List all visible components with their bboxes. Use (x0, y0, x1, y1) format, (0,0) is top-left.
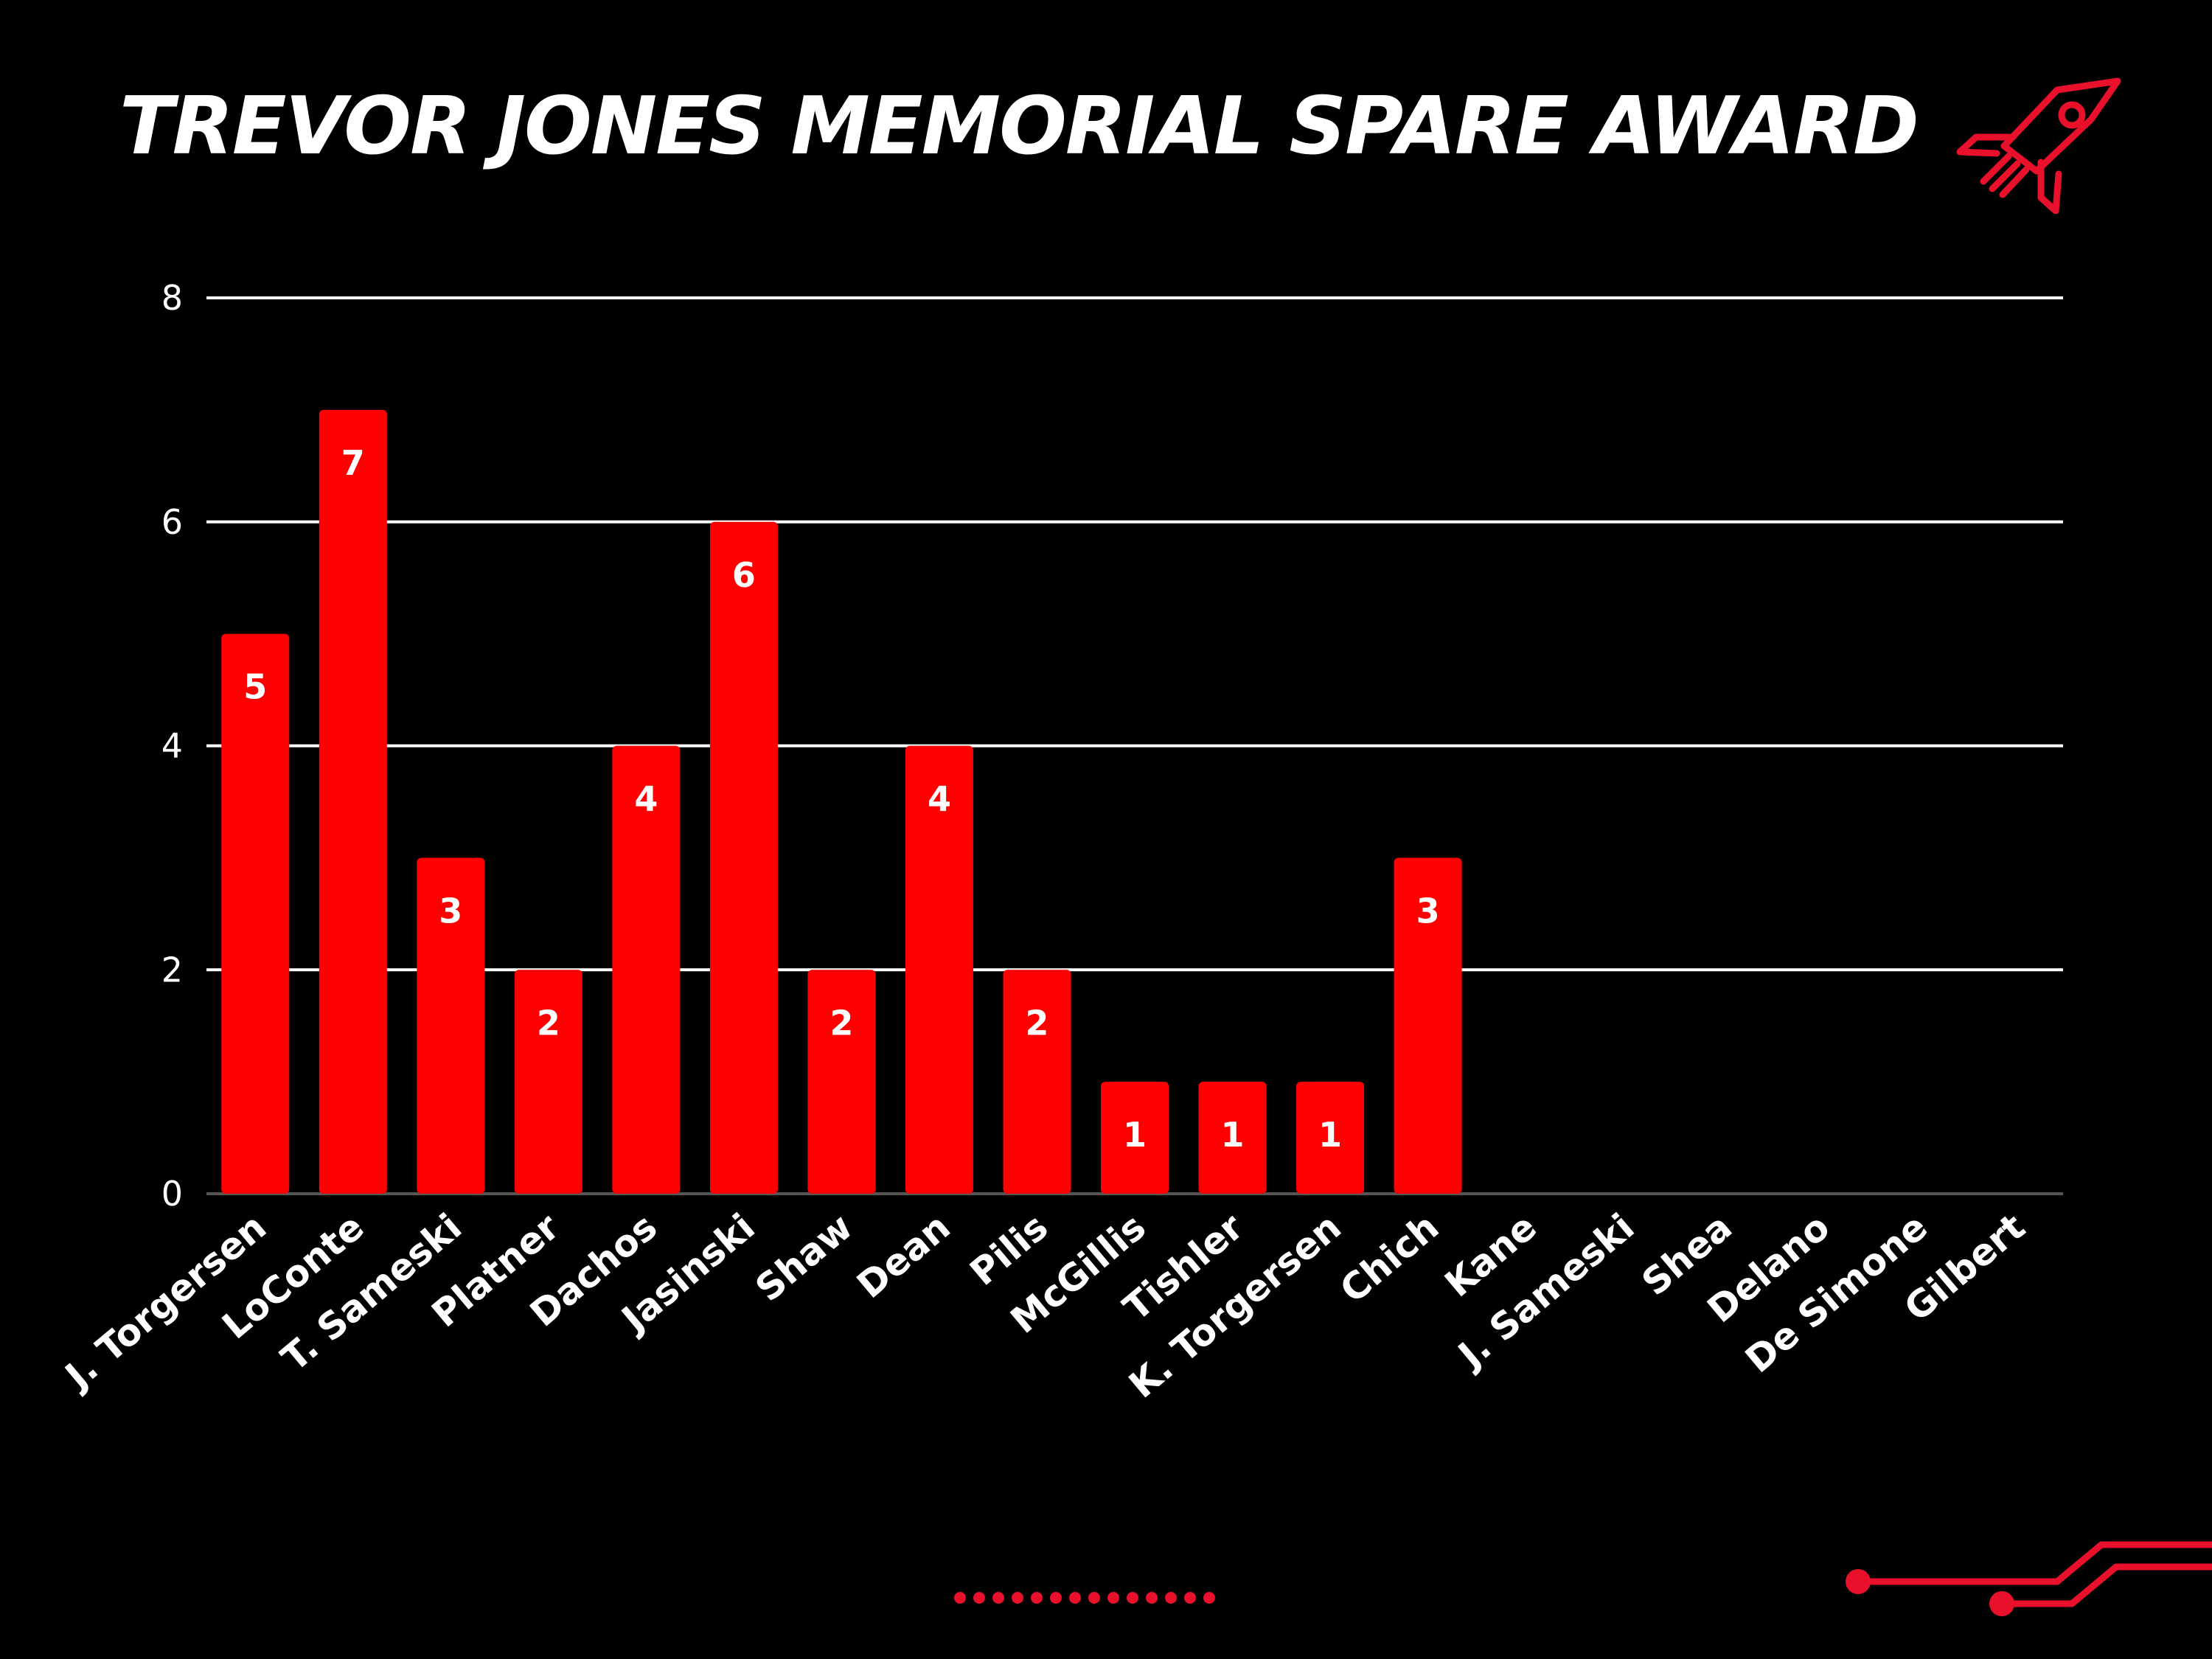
bar (1198, 1082, 1267, 1194)
data-label: 1 (1318, 1115, 1342, 1155)
y-tick-label: 0 (161, 1174, 183, 1214)
bar (221, 633, 290, 1194)
x-tick-label: Dean (849, 1206, 958, 1307)
bar (1003, 970, 1071, 1194)
bar (807, 970, 876, 1194)
x-tick-label: Chich (1332, 1206, 1447, 1312)
bars (221, 409, 1462, 1194)
y-tick-label: 4 (161, 726, 183, 766)
bar (319, 409, 387, 1194)
data-label: 2 (1025, 1003, 1048, 1043)
x-tick-label: Shaw (748, 1206, 860, 1310)
data-label: 7 (341, 443, 365, 483)
gridlines (206, 296, 2063, 1195)
data-label: 2 (537, 1003, 560, 1043)
data-label: 6 (732, 555, 756, 595)
data-label: 4 (928, 779, 951, 819)
bar (417, 858, 485, 1194)
page-title: TREVOR JONES MEMORIAL SPARE AWARD (119, 80, 1919, 173)
bar (1296, 1082, 1365, 1194)
bar (514, 970, 582, 1194)
bar (1101, 1082, 1169, 1194)
data-label: 2 (830, 1003, 853, 1043)
y-axis-ticks: 0 2 4 6 8 (161, 278, 183, 1214)
data-labels: 5 7 3 2 4 6 2 4 2 1 1 1 3 (243, 443, 1439, 1155)
rocket-icon (1956, 77, 2121, 214)
y-tick-label: 8 (161, 278, 183, 318)
bar (905, 745, 973, 1194)
data-label: 4 (634, 779, 658, 819)
data-label: 1 (1123, 1115, 1147, 1155)
bar (612, 745, 681, 1194)
bar (1394, 858, 1462, 1194)
data-label: 3 (1416, 891, 1440, 931)
data-label: 3 (439, 891, 462, 931)
bar (709, 521, 778, 1194)
y-tick-label: 6 (161, 502, 183, 542)
data-label: 1 (1221, 1115, 1245, 1155)
data-label: 5 (243, 667, 267, 707)
y-tick-label: 2 (161, 950, 183, 990)
